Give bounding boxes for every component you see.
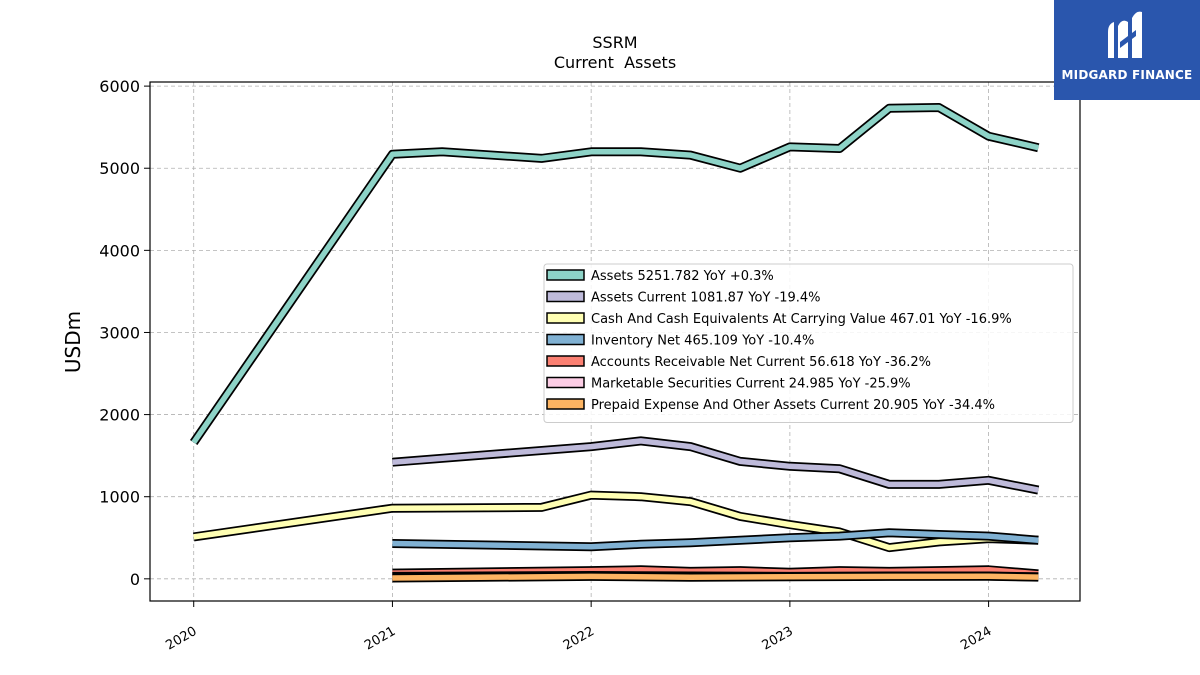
legend-entry: Cash And Cash Equivalents At Carrying Va… — [591, 312, 1012, 327]
chart-subtitle: Current Assets — [554, 53, 676, 72]
y-tick-label: 4000 — [99, 241, 140, 260]
legend: Assets 5251.782 YoY +0.3% Assets Current … — [543, 263, 1074, 423]
legend-swatch — [546, 290, 585, 303]
brand-logo: MIDGARD FINANCE — [1054, 0, 1200, 100]
x-tick-label: 2024 — [958, 624, 994, 654]
series-line — [392, 573, 1039, 581]
legend-swatch — [546, 269, 585, 281]
legend-swatch — [546, 355, 585, 367]
y-axis-label: USDm — [61, 311, 85, 373]
y-tick-label: 3000 — [99, 323, 140, 342]
legend-entry: Prepaid Expense And Other Assets Current… — [591, 398, 995, 413]
y-axis-ticks: 0 1000 2000 3000 4000 5000 6000 — [99, 77, 150, 589]
plot-frame — [149, 81, 1081, 602]
y-tick-label: 5000 — [99, 159, 140, 178]
y-tick-label: 2000 — [99, 406, 140, 425]
legend-box — [543, 263, 1074, 423]
legend-swatch — [546, 376, 585, 389]
chart-title: SSRM — [592, 33, 637, 52]
legend-entry: Assets 5251.782 YoY +0.3% — [591, 269, 774, 284]
series-line — [191, 104, 1039, 445]
series-line — [392, 438, 1039, 493]
y-tick-label: 1000 — [99, 488, 140, 507]
x-tick-label: 2022 — [561, 624, 597, 654]
x-tick-label: 2021 — [362, 624, 398, 654]
x-tick-label: 2023 — [760, 624, 796, 654]
brand-name: MIDGARD FINANCE — [1061, 68, 1193, 82]
y-tick-label: 6000 — [99, 77, 140, 96]
x-axis-ticks: 2020 2021 2022 2023 2024 — [163, 601, 994, 653]
legend-swatch — [546, 398, 585, 410]
y-tick-label: 0 — [130, 570, 140, 589]
legend-entry: Accounts Receivable Net Current 56.618 Y… — [591, 355, 931, 370]
series-line — [392, 530, 1039, 550]
series-layer — [189, 103, 1040, 583]
legend-swatch — [546, 333, 585, 346]
legend-entry: Assets Current 1081.87 YoY -19.4% — [591, 291, 821, 306]
series-line — [193, 492, 1039, 551]
brand-mark-icon — [1108, 11, 1142, 59]
legend-swatch — [546, 312, 585, 324]
legend-entry: Marketable Securities Current 24.985 YoY… — [591, 377, 911, 392]
legend-entry: Inventory Net 465.109 YoY -10.4% — [591, 334, 814, 349]
x-tick-label: 2020 — [163, 624, 199, 654]
